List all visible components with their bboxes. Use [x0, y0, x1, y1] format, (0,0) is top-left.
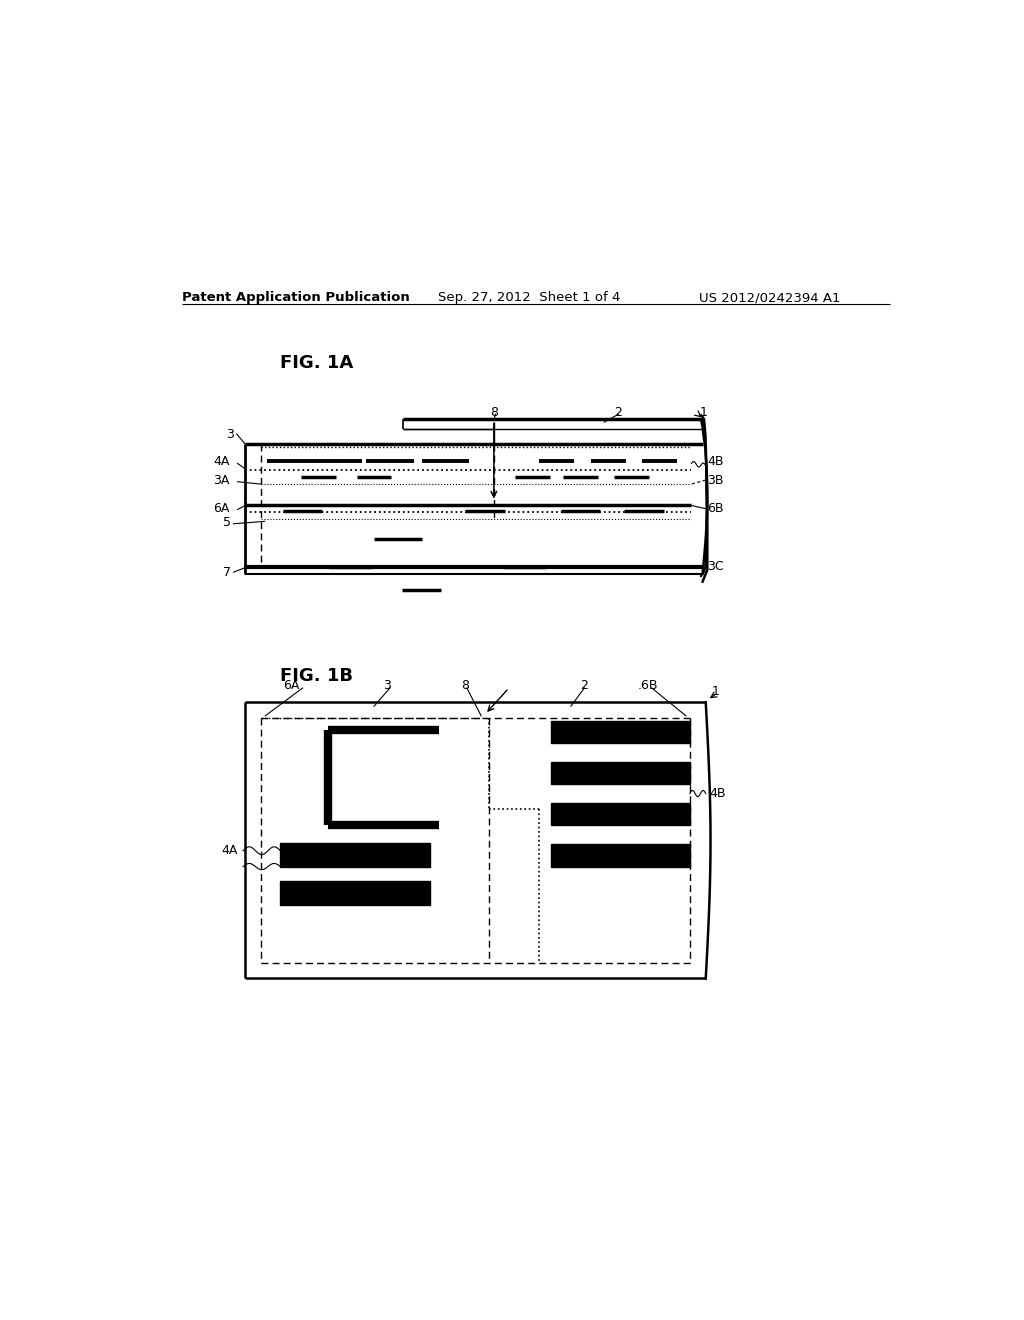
Bar	[551, 803, 690, 825]
Bar	[281, 880, 430, 904]
Bar	[281, 842, 430, 867]
Text: 6B: 6B	[708, 502, 724, 515]
Text: FIG. 1A: FIG. 1A	[281, 354, 353, 372]
Text: 3B: 3B	[708, 474, 724, 487]
Text: 4B: 4B	[709, 787, 725, 800]
Text: 7: 7	[223, 566, 231, 579]
Text: Sep. 27, 2012  Sheet 1 of 4: Sep. 27, 2012 Sheet 1 of 4	[437, 292, 620, 304]
Text: US 2012/0242394 A1: US 2012/0242394 A1	[699, 292, 841, 304]
Text: 3C: 3C	[708, 560, 724, 573]
Text: 4A: 4A	[221, 845, 238, 857]
Text: 3: 3	[226, 428, 234, 441]
Text: Patent Application Publication: Patent Application Publication	[182, 292, 410, 304]
Text: 3: 3	[384, 680, 391, 692]
Text: 2: 2	[581, 680, 588, 692]
Text: 5: 5	[223, 516, 231, 529]
Text: 2: 2	[613, 407, 622, 420]
Bar	[551, 762, 690, 784]
Text: 1: 1	[699, 407, 708, 420]
Text: 1: 1	[712, 685, 719, 698]
Text: 8: 8	[461, 680, 469, 692]
Text: FIG. 1B: FIG. 1B	[281, 667, 353, 685]
Text: 3A: 3A	[213, 474, 229, 487]
Text: 6A: 6A	[283, 680, 299, 692]
Text: .6B: .6B	[638, 680, 658, 692]
Bar	[551, 845, 690, 867]
Bar	[551, 721, 690, 743]
Text: 8: 8	[489, 407, 498, 420]
Text: 6A: 6A	[213, 502, 229, 515]
Text: 4B: 4B	[708, 455, 724, 469]
Text: 4A: 4A	[213, 455, 229, 469]
